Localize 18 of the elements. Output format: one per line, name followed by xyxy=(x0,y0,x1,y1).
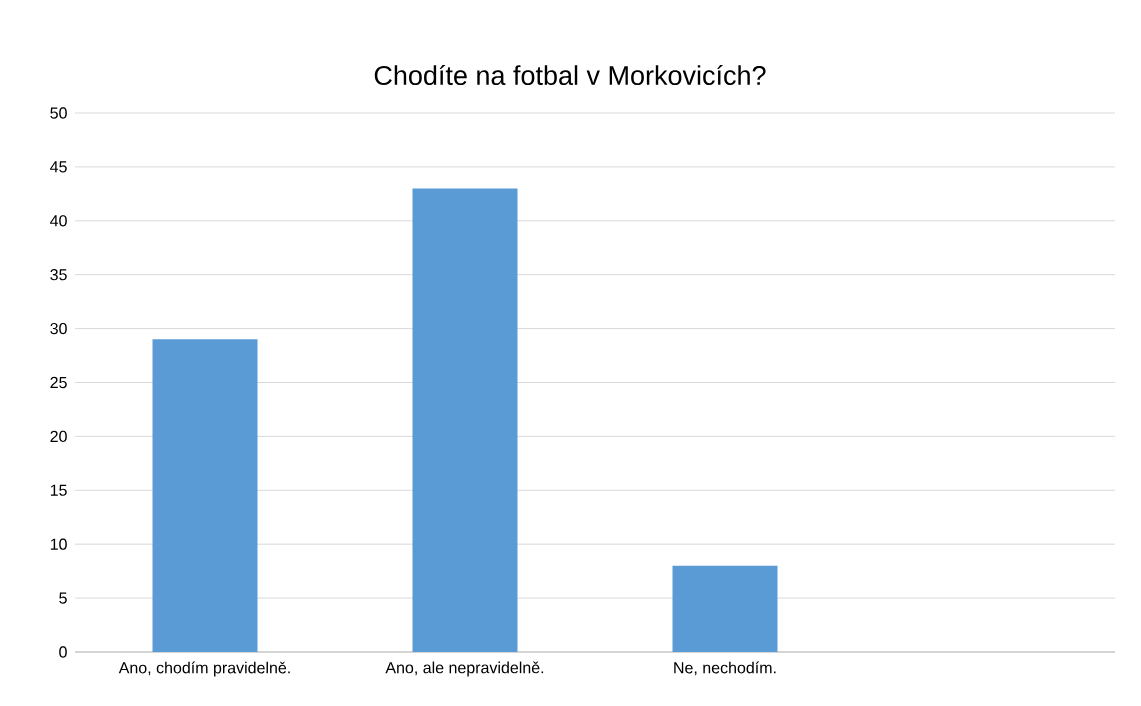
y-tick-label: 30 xyxy=(50,322,67,335)
y-tick-label: 10 xyxy=(50,538,67,550)
x-tick-label: Ne, nechodím. xyxy=(674,661,776,676)
y-tick-label: 0 xyxy=(59,646,67,658)
y-tick-label: 50 xyxy=(50,107,67,119)
y-tick-label: 15 xyxy=(50,484,67,496)
x-tick-label: Ano, chodím pravidelně. xyxy=(118,661,290,677)
chart-title: Chodíte na fotbal v Morkovicích? xyxy=(374,64,766,86)
y-tick-label: 45 xyxy=(50,161,67,173)
x-tick-label: Ano, ale nepravidelně. xyxy=(385,661,544,677)
y-tick-label: 20 xyxy=(50,430,67,443)
bar xyxy=(672,565,778,652)
y-tick-label: 5 xyxy=(59,592,67,604)
y-tick-label: 25 xyxy=(50,376,67,389)
bar xyxy=(412,188,518,652)
bar xyxy=(152,339,258,652)
y-tick-label: 40 xyxy=(50,215,67,227)
y-tick-label: 35 xyxy=(50,269,67,281)
